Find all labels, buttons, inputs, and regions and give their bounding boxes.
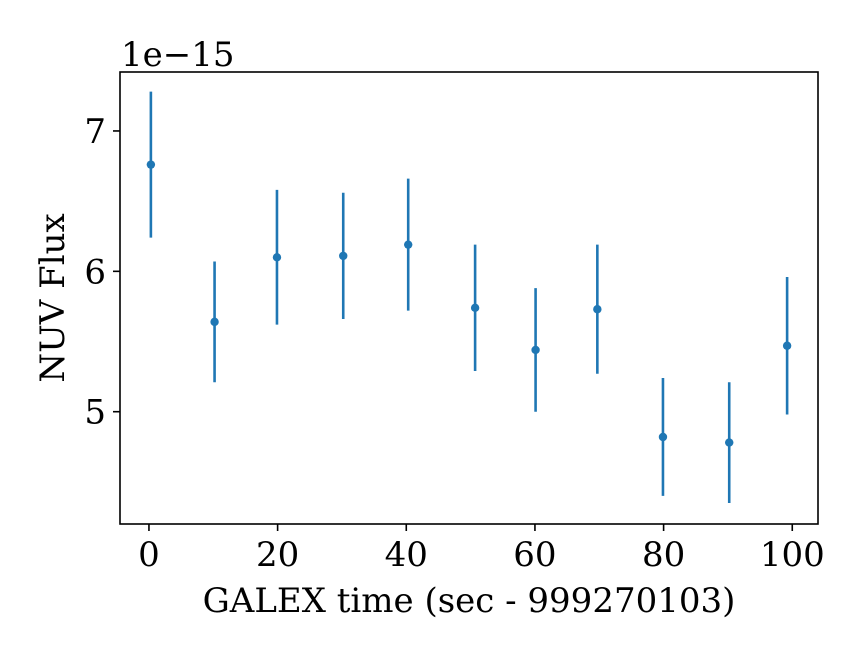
data-point bbox=[782, 341, 792, 350]
data-point bbox=[404, 240, 413, 249]
data-point bbox=[339, 251, 348, 261]
y-tick-label: 5 bbox=[84, 393, 106, 433]
data-point bbox=[658, 432, 668, 442]
plot-frame bbox=[119, 71, 819, 525]
x-tick-label: 100 bbox=[760, 535, 825, 575]
data-point bbox=[593, 305, 602, 314]
data-point bbox=[725, 438, 734, 447]
x-axis-label: GALEX time (sec - 999270103) bbox=[203, 581, 736, 621]
x-tick-label: 40 bbox=[385, 535, 428, 575]
data-point bbox=[531, 345, 540, 355]
y-tick-label: 7 bbox=[84, 112, 106, 152]
x-tick-label: 0 bbox=[138, 535, 160, 575]
data-point bbox=[272, 253, 282, 262]
y-tick-label: 6 bbox=[84, 252, 106, 292]
y-axis-ticks: 5 6 7 bbox=[84, 112, 120, 433]
x-tick-label: 80 bbox=[642, 535, 685, 575]
y-axis-label: NUV Flux bbox=[33, 213, 73, 382]
y-offset-label: 1e−15 bbox=[121, 35, 235, 75]
data-point bbox=[146, 160, 156, 169]
x-tick-label: 60 bbox=[513, 535, 556, 575]
x-axis-ticks: 0 20 40 60 80 100 bbox=[138, 524, 825, 575]
data-marks bbox=[146, 91, 792, 503]
data-point bbox=[470, 303, 480, 313]
x-tick-label: 20 bbox=[256, 535, 299, 575]
data-point bbox=[210, 317, 219, 327]
